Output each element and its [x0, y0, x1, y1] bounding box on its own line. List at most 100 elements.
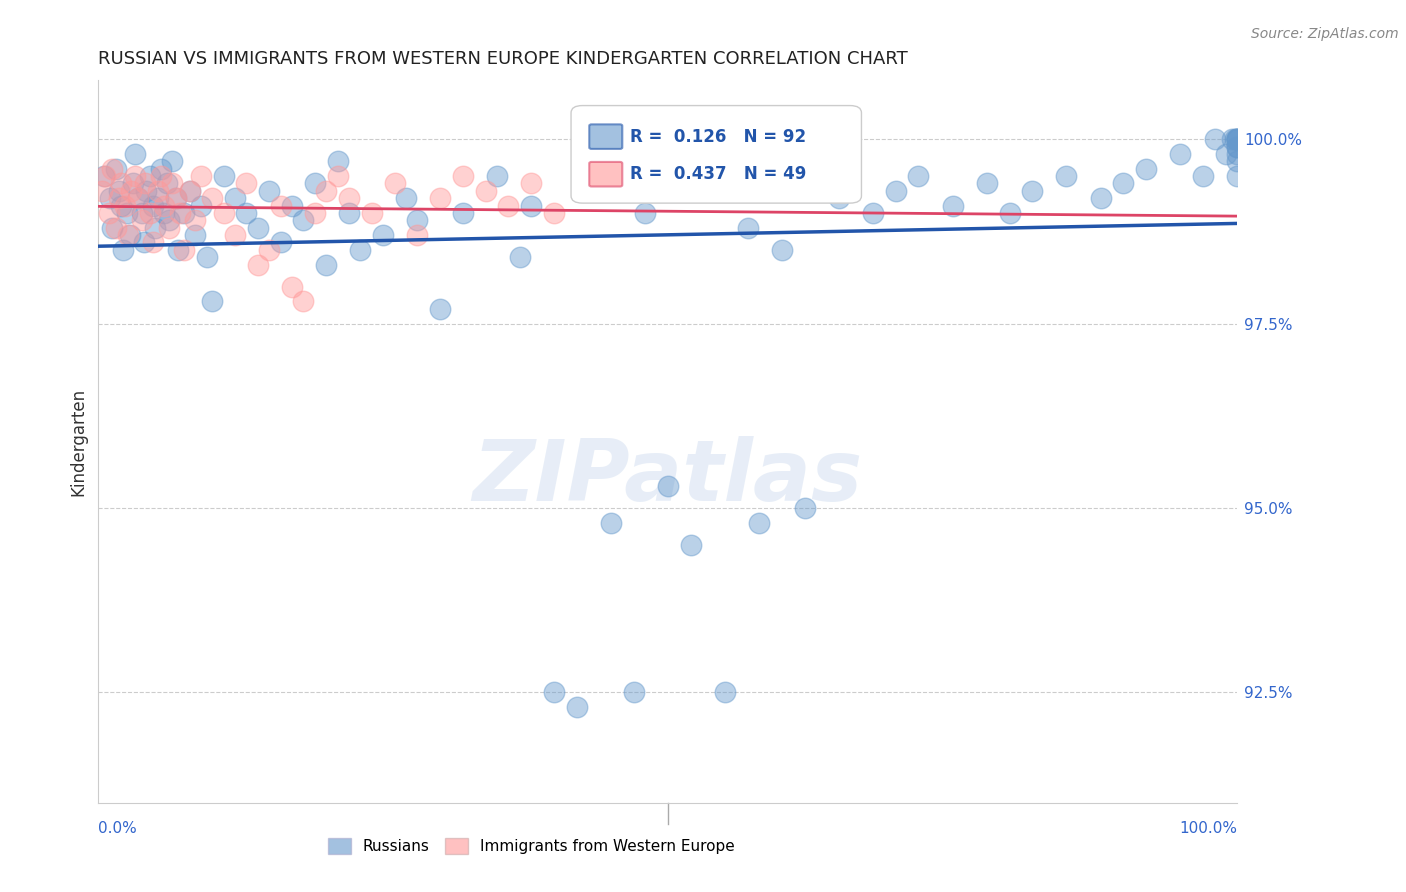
- Point: [406, 228, 429, 243]
- Point: [1135, 161, 1157, 176]
- Point: [124, 147, 146, 161]
- Point: [384, 177, 406, 191]
- Point: [406, 213, 429, 227]
- Point: [520, 199, 543, 213]
- Point: [1056, 169, 1078, 183]
- Point: [1226, 139, 1249, 153]
- Point: [1226, 132, 1249, 146]
- Point: [315, 258, 337, 272]
- Point: [94, 169, 117, 183]
- Point: [97, 206, 120, 220]
- Point: [173, 206, 195, 220]
- Point: [292, 213, 315, 227]
- Point: [132, 235, 155, 250]
- Point: [108, 191, 131, 205]
- Point: [657, 479, 679, 493]
- Point: [162, 177, 184, 191]
- Point: [270, 235, 292, 250]
- Point: [304, 177, 326, 191]
- Text: R =  0.126   N = 92: R = 0.126 N = 92: [630, 128, 807, 145]
- Point: [1226, 139, 1249, 153]
- Point: [1226, 154, 1249, 169]
- Point: [1170, 147, 1192, 161]
- Y-axis label: Kindergarten: Kindergarten: [69, 387, 87, 496]
- Point: [1204, 132, 1226, 146]
- Text: RUSSIAN VS IMMIGRANTS FROM WESTERN EUROPE KINDERGARTEN CORRELATION CHART: RUSSIAN VS IMMIGRANTS FROM WESTERN EUROP…: [98, 50, 908, 68]
- Point: [326, 169, 349, 183]
- Point: [101, 220, 124, 235]
- Point: [1223, 132, 1246, 146]
- Point: [201, 294, 224, 309]
- Point: [138, 206, 160, 220]
- Point: [135, 184, 157, 198]
- Point: [157, 213, 180, 227]
- Point: [337, 206, 360, 220]
- Point: [451, 169, 474, 183]
- Point: [429, 191, 451, 205]
- Point: [190, 169, 212, 183]
- Point: [862, 206, 884, 220]
- Point: [371, 228, 394, 243]
- Point: [474, 184, 496, 198]
- Point: [429, 301, 451, 316]
- Point: [828, 191, 851, 205]
- Point: [235, 177, 257, 191]
- FancyBboxPatch shape: [589, 124, 623, 149]
- Point: [110, 177, 132, 191]
- Point: [173, 243, 195, 257]
- Point: [349, 243, 371, 257]
- Point: [498, 199, 520, 213]
- Point: [110, 199, 132, 213]
- Point: [157, 220, 180, 235]
- Point: [486, 169, 509, 183]
- Point: [120, 228, 142, 243]
- Legend: Russians, Immigrants from Western Europe: Russians, Immigrants from Western Europe: [322, 832, 741, 860]
- Text: ZIPatlas: ZIPatlas: [472, 436, 863, 519]
- Point: [1226, 132, 1249, 146]
- Point: [270, 199, 292, 213]
- Point: [201, 191, 224, 205]
- Point: [543, 685, 565, 699]
- Point: [246, 220, 269, 235]
- Point: [634, 206, 657, 220]
- FancyBboxPatch shape: [589, 162, 623, 186]
- Point: [1226, 132, 1249, 146]
- Point: [134, 177, 156, 191]
- Point: [259, 184, 281, 198]
- Point: [224, 228, 246, 243]
- Point: [976, 177, 998, 191]
- Point: [212, 206, 235, 220]
- Point: [90, 184, 112, 198]
- Point: [108, 184, 131, 198]
- Point: [184, 228, 207, 243]
- Point: [156, 177, 179, 191]
- Point: [1192, 169, 1215, 183]
- Point: [1220, 132, 1243, 146]
- Point: [153, 206, 176, 220]
- Point: [179, 184, 201, 198]
- Point: [1226, 147, 1249, 161]
- Point: [1021, 184, 1043, 198]
- Point: [337, 191, 360, 205]
- Point: [190, 199, 212, 213]
- Point: [179, 184, 201, 198]
- Point: [184, 213, 207, 227]
- Point: [1090, 191, 1112, 205]
- Point: [623, 685, 645, 699]
- Point: [169, 206, 191, 220]
- Point: [145, 220, 167, 235]
- Point: [120, 184, 142, 198]
- Point: [1215, 147, 1237, 161]
- Point: [104, 161, 127, 176]
- Point: [165, 191, 187, 205]
- Text: 0.0%: 0.0%: [98, 822, 138, 836]
- Point: [942, 199, 965, 213]
- Point: [714, 685, 737, 699]
- Text: 100.0%: 100.0%: [1180, 822, 1237, 836]
- Point: [131, 206, 153, 220]
- Point: [1226, 132, 1249, 146]
- Point: [737, 220, 759, 235]
- Point: [360, 206, 382, 220]
- Point: [543, 206, 565, 220]
- Point: [165, 191, 187, 205]
